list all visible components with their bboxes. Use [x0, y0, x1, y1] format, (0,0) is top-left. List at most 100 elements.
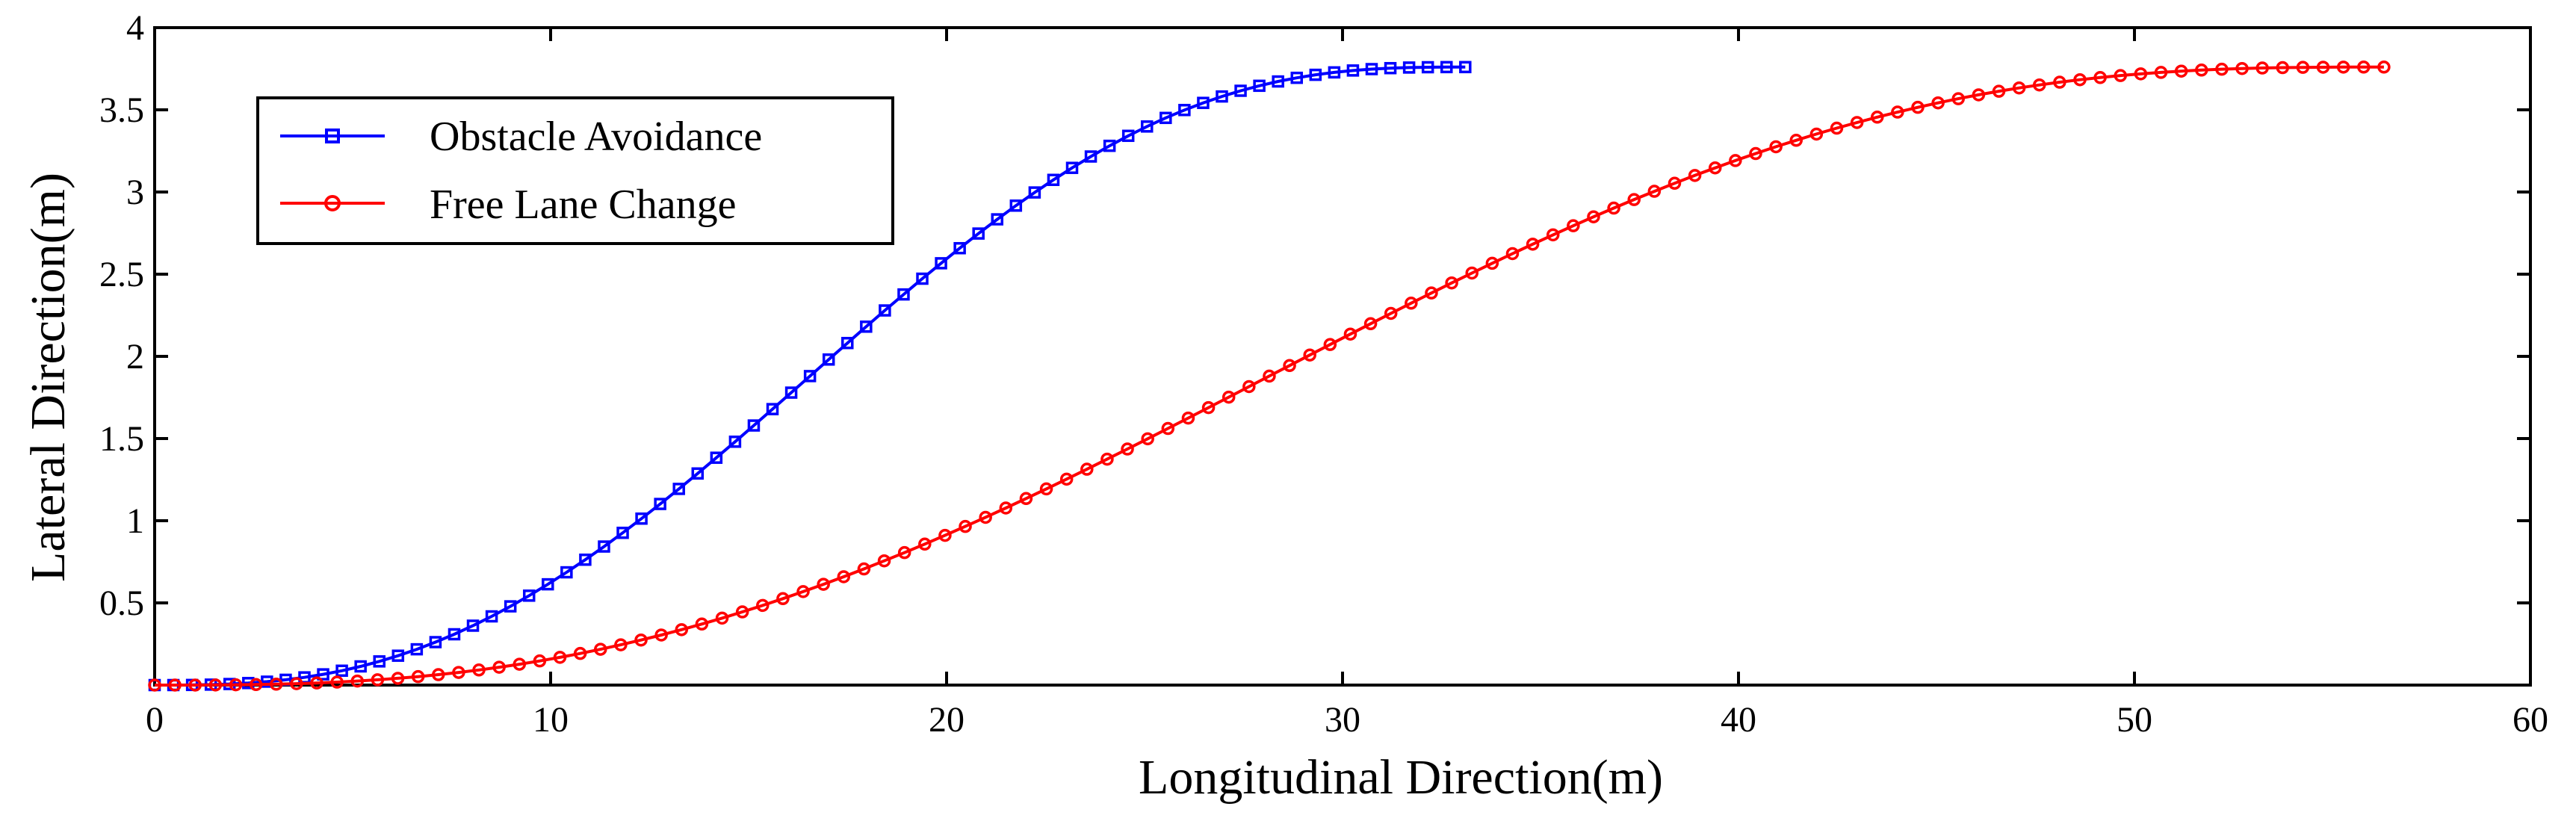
y-tick-label: 1.5 — [99, 419, 144, 459]
data-point-free-lane-change — [979, 510, 992, 524]
y-tick-label: 0.5 — [99, 583, 144, 623]
data-point-free-lane-change — [1992, 84, 2006, 98]
data-point-free-lane-change — [1019, 492, 1033, 506]
data-point-free-lane-change — [1485, 256, 1499, 270]
series-free-lane-change — [148, 61, 2391, 692]
x-tick-label: 30 — [1325, 700, 1360, 740]
data-point-free-lane-change — [310, 676, 323, 690]
data-point-free-lane-change — [2033, 78, 2046, 92]
data-point-free-lane-change — [1363, 317, 1378, 331]
data-point-free-lane-change — [1587, 210, 1600, 223]
series-obstacle-avoidance — [148, 61, 1472, 692]
data-point-obstacle-avoidance — [542, 577, 554, 591]
data-point-free-lane-change — [1546, 228, 1560, 242]
data-point-free-lane-change — [1343, 327, 1357, 341]
data-point-free-lane-change — [1607, 201, 1620, 215]
data-point-free-lane-change — [2357, 61, 2371, 74]
data-point-free-lane-change — [513, 657, 527, 671]
legend: Obstacle Avoidance Free Lane Change — [256, 96, 894, 245]
data-point-obstacle-avoidance — [579, 553, 592, 566]
data-point-obstacle-avoidance — [448, 628, 461, 641]
data-point-free-lane-change — [1729, 154, 1742, 167]
y-tick-label: 1 — [126, 501, 144, 541]
y-tick-label: 2 — [126, 337, 144, 377]
data-point-free-lane-change — [715, 611, 729, 625]
data-point-free-lane-change — [2012, 81, 2026, 95]
data-point-free-lane-change — [533, 654, 547, 668]
data-point-free-lane-change — [2255, 61, 2269, 75]
x-tick-label: 10 — [533, 700, 569, 740]
data-point-obstacle-avoidance — [1009, 199, 1023, 212]
data-point-free-lane-change — [371, 673, 385, 687]
legend-marker-obstacle-avoidance — [325, 128, 340, 143]
data-point-free-lane-change — [391, 672, 405, 685]
data-point-obstacle-avoidance — [1121, 129, 1135, 143]
data-point-free-lane-change — [2093, 71, 2107, 84]
data-point-free-lane-change — [959, 519, 972, 533]
data-point-free-lane-change — [330, 675, 344, 689]
data-point-free-lane-change — [148, 678, 161, 692]
data-point-obstacle-avoidance — [728, 436, 742, 448]
data-point-free-lane-change — [2316, 61, 2330, 74]
data-point-obstacle-avoidance — [1421, 61, 1434, 74]
data-point-free-lane-change — [2073, 72, 2087, 87]
data-point-free-lane-change — [1201, 400, 1216, 415]
data-point-obstacle-avoidance — [616, 526, 629, 539]
data-point-free-lane-change — [1911, 100, 1925, 114]
data-point-free-lane-change — [654, 628, 668, 642]
data-point-obstacle-avoidance — [1065, 161, 1079, 174]
data-point-obstacle-avoidance — [373, 655, 386, 668]
data-point-free-lane-change — [229, 678, 243, 692]
data-point-free-lane-change — [553, 651, 567, 664]
data-point-free-lane-change — [817, 577, 830, 591]
data-point-free-lane-change — [290, 677, 303, 690]
data-point-free-lane-change — [2215, 62, 2229, 76]
data-point-free-lane-change — [1303, 348, 1316, 362]
data-point-free-lane-change — [1972, 88, 1986, 102]
data-point-obstacle-avoidance — [1234, 84, 1247, 97]
data-point-obstacle-avoidance — [766, 403, 779, 415]
data-point-free-lane-change — [614, 638, 628, 651]
data-point-free-lane-change — [2134, 67, 2148, 81]
data-point-obstacle-avoidance — [560, 566, 573, 579]
data-point-obstacle-avoidance — [317, 668, 329, 681]
data-point-free-lane-change — [1789, 134, 1803, 147]
data-point-obstacle-avoidance — [354, 660, 367, 673]
data-point-obstacle-avoidance — [1402, 61, 1416, 74]
data-point-obstacle-avoidance — [1159, 111, 1172, 125]
data-point-free-lane-change — [1181, 411, 1195, 425]
data-point-obstacle-avoidance — [1440, 61, 1453, 74]
data-point-obstacle-avoidance — [1178, 104, 1191, 117]
data-point-obstacle-avoidance — [1028, 186, 1041, 199]
data-point-obstacle-avoidance — [522, 589, 536, 602]
data-point-free-lane-change — [432, 668, 445, 681]
data-point-free-lane-change — [1809, 127, 1824, 141]
data-point-free-lane-change — [1100, 452, 1114, 466]
data-point-free-lane-change — [2114, 69, 2128, 82]
data-point-obstacle-avoidance — [1272, 75, 1284, 88]
data-point-free-lane-change — [2336, 61, 2350, 74]
data-point-obstacle-avoidance — [879, 304, 891, 317]
data-point-free-lane-change — [796, 585, 810, 598]
data-point-free-lane-change — [2053, 75, 2066, 89]
data-point-obstacle-avoidance — [1365, 63, 1378, 75]
data-point-obstacle-avoidance — [1309, 68, 1322, 81]
data-point-obstacle-avoidance — [635, 512, 648, 525]
x-tick-label: 0 — [146, 700, 164, 740]
data-point-free-lane-change — [1141, 432, 1154, 446]
data-point-free-lane-change — [1870, 111, 1884, 124]
legend-marker-free-lane-change — [324, 195, 341, 211]
x-axis-title: Longitudinal Direction(m) — [1139, 750, 1663, 805]
data-point-free-lane-change — [918, 537, 932, 551]
data-point-free-lane-change — [1242, 380, 1256, 394]
data-point-free-lane-change — [1161, 421, 1175, 436]
data-point-free-lane-change — [999, 501, 1013, 515]
series-line-free-lane-change — [155, 65, 2384, 687]
data-point-free-lane-change — [1688, 169, 1702, 182]
x-tick-label: 60 — [2512, 700, 2548, 740]
data-point-obstacle-avoidance — [747, 419, 761, 432]
data-point-free-lane-change — [1951, 92, 1965, 105]
data-point-obstacle-avoidance — [841, 336, 854, 350]
data-point-free-lane-change — [1121, 442, 1134, 456]
data-point-free-lane-change — [634, 633, 648, 647]
